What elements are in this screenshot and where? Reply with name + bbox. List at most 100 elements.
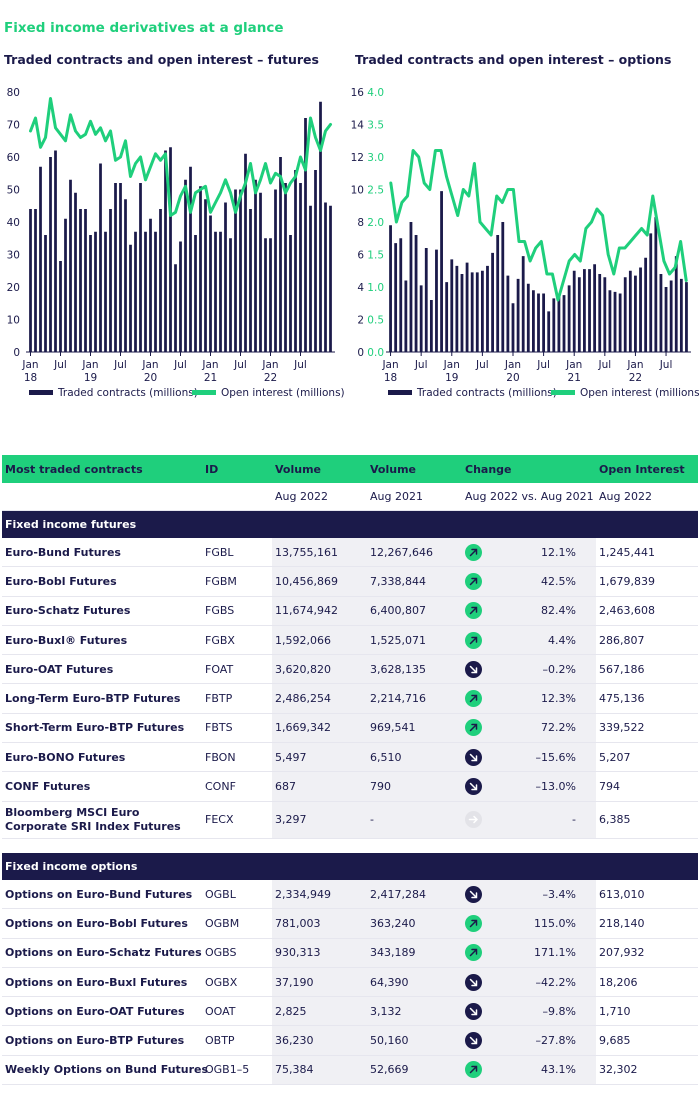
traded-contracts-bar	[389, 225, 392, 352]
table-row: Options on Euro-Bund Futures OGBL 2,334,94…	[2, 879, 698, 910]
volume-aug-2021: -	[367, 801, 462, 839]
traded-contracts-bar	[174, 264, 177, 352]
change-percent: -	[500, 801, 596, 839]
traded-contracts-bar	[435, 249, 438, 352]
contract-name: Euro-OAT Futures	[2, 654, 202, 685]
section-header-row: Fixed income options	[2, 852, 698, 880]
traded-contracts-bar	[249, 209, 252, 352]
table-row: Euro-OAT Futures FOAT 3,620,820 3,628,135 –0…	[2, 654, 698, 685]
volume-aug-2021: 363,240	[367, 908, 462, 939]
contract-name: Options on Euro-Buxl Futures	[2, 967, 202, 998]
header-volume-2021: Volume	[367, 455, 462, 483]
traded-contracts-bar	[674, 256, 678, 352]
y-tick-label: 80	[7, 87, 20, 99]
x-tick-year: 18	[24, 372, 37, 384]
change-percent: –0.2%	[500, 654, 596, 685]
traded-contracts-bar	[414, 235, 418, 352]
x-tick-label: Jan	[21, 359, 38, 371]
traded-contracts-bar	[124, 199, 127, 352]
traded-contracts-bar	[399, 238, 403, 352]
subheader-oi-date: Aug 2022	[596, 483, 698, 511]
x-tick-label: Jul	[597, 359, 611, 371]
traded-contracts-bar	[184, 179, 187, 352]
contract-name: Options on Euro-Bobl Futures	[2, 908, 202, 939]
x-tick-year: 19	[445, 372, 458, 384]
traded-contracts-bar	[229, 238, 232, 352]
subheader-empty	[202, 483, 272, 511]
traded-contracts-bar	[139, 183, 142, 352]
open-interest-value: 286,807	[596, 625, 698, 656]
x-tick-label: Jul	[659, 359, 673, 371]
x-tick-year: 20	[144, 372, 157, 384]
x-tick-label: Jan	[141, 359, 158, 371]
traded-contracts-bar	[409, 222, 413, 352]
x-tick-label: Jul	[536, 359, 550, 371]
contract-id: OOAT	[202, 996, 272, 1027]
volume-aug-2021: 969,541	[367, 713, 462, 744]
change-direction	[462, 596, 500, 626]
change-percent: 82.4%	[500, 596, 596, 626]
change-percent: –42.2%	[500, 967, 596, 998]
traded-contracts-bar	[109, 209, 112, 352]
arrow-up-right-icon	[465, 631, 482, 649]
x-tick-label: Jul	[233, 359, 247, 371]
traded-contracts-bar	[644, 257, 648, 352]
x-tick-label: Jan	[201, 359, 218, 371]
change-percent: 72.2%	[500, 713, 596, 744]
open-interest-value: 1,679,839	[596, 566, 698, 597]
y-right-tick-label: 2.5	[367, 185, 384, 197]
traded-contracts-bar	[613, 291, 617, 352]
traded-contracts-bar	[29, 209, 32, 352]
traded-contracts-bar	[598, 274, 602, 352]
traded-contracts-bar	[679, 278, 683, 352]
contract-id: FBTP	[202, 683, 272, 714]
arrow-down-right-icon	[465, 1032, 482, 1050]
traded-contracts-bar	[179, 241, 182, 352]
traded-contracts-bar	[189, 166, 192, 352]
open-interest-value: 9,685	[596, 1025, 698, 1056]
traded-contracts-bar	[603, 277, 607, 352]
futures-chart-title: Traded contracts and open interest – fut…	[4, 52, 319, 67]
contract-name: CONF Futures	[2, 771, 202, 802]
header-change: Change	[462, 455, 596, 483]
arrow-down-right-icon	[465, 885, 482, 903]
traded-contracts-bar	[209, 215, 212, 352]
table-row: Euro-Bobl Futures FGBM 10,456,869 7,338,844…	[2, 566, 698, 597]
y-tick-label: 60	[7, 152, 20, 164]
change-direction	[462, 654, 500, 685]
contract-id: OGBL	[202, 879, 272, 910]
table-subheader-row: Aug 2022 Aug 2021 Aug 2022 vs. Aug 2021 Aug…	[2, 483, 698, 511]
volume-aug-2022: 3,620,820	[272, 654, 367, 685]
traded-contracts-bar	[685, 282, 688, 352]
section-header-row: Fixed income futures	[2, 510, 698, 538]
contract-id: FGBX	[202, 625, 272, 656]
contract-id: FBON	[202, 742, 272, 773]
change-percent: –9.8%	[500, 996, 596, 1027]
contract-id: FGBL	[202, 538, 272, 568]
traded-contracts-bar	[164, 150, 167, 352]
traded-contracts-bar	[259, 192, 262, 352]
contract-id: OGBS	[202, 938, 272, 968]
change-percent: 12.1%	[500, 538, 596, 568]
contract-id: FECX	[202, 801, 272, 839]
contract-name: Euro-BONO Futures	[2, 742, 202, 773]
volume-aug-2021: 1,525,071	[367, 625, 462, 656]
table-row: Long-Term Euro-BTP Futures FBTP 2,486,254 2…	[2, 683, 698, 714]
legend-bar-swatch	[29, 390, 53, 395]
traded-contracts-bar	[79, 209, 82, 352]
header-volume-2022: Volume	[272, 455, 367, 483]
y-tick-label: 40	[7, 217, 20, 229]
y-tick-label: 2	[357, 315, 364, 327]
y-tick-label: 8	[357, 217, 364, 229]
traded-contracts-bar	[649, 233, 653, 352]
volume-aug-2022: 11,674,942	[272, 596, 367, 626]
change-direction	[462, 938, 500, 968]
traded-contracts-bar	[394, 243, 398, 352]
y-tick-label: 0	[357, 347, 364, 359]
volume-aug-2021: 6,400,807	[367, 596, 462, 626]
table-row: Euro-BONO Futures FBON 5,497 6,510 –15.6% 5,2…	[2, 742, 698, 773]
open-interest-value: 794	[596, 771, 698, 802]
x-tick-year: 21	[204, 372, 217, 384]
traded-contracts-bar	[104, 231, 107, 352]
traded-contracts-bar	[204, 199, 207, 352]
